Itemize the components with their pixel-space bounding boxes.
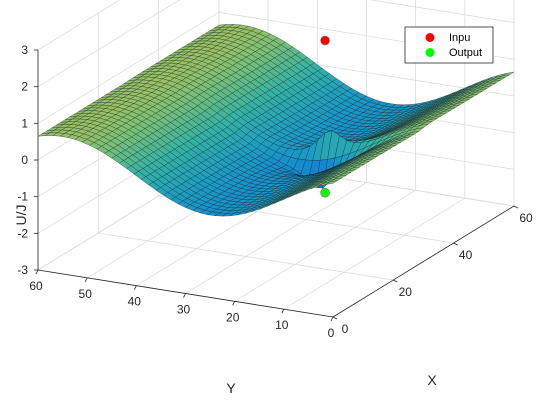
x-tick-label: 60 (519, 211, 533, 225)
y-tick-label: 10 (275, 318, 289, 332)
axes (33, 49, 519, 322)
x-tick-mark (453, 242, 458, 246)
surface (37, 24, 515, 217)
grid-line (37, 0, 121, 51)
y-tick-label: 0 (328, 326, 335, 340)
z-tick-label: 2 (21, 80, 28, 94)
legend-box (404, 26, 494, 64)
x-tick-label: 0 (342, 322, 349, 336)
z-tick-label: -1 (17, 190, 28, 204)
x-tick-label: 20 (399, 285, 413, 299)
grid-line (234, 189, 416, 302)
legend-label-output: Output (449, 47, 482, 59)
data-points (320, 35, 330, 198)
y-tick-mark (330, 316, 334, 322)
y-tick-mark (133, 285, 137, 290)
x-tick-label: 40 (459, 248, 473, 262)
x-tick-mark (393, 279, 398, 283)
x-tick-mark (332, 316, 338, 320)
grid-line (185, 182, 367, 294)
grid-line (37, 11, 220, 124)
y-tick-mark (84, 277, 88, 283)
z-tick-label: 3 (21, 43, 28, 57)
y-tick-label: 60 (29, 279, 43, 293)
x-axis-line (332, 205, 515, 318)
legend: Inpu Output (404, 26, 494, 64)
grid-line (369, 0, 515, 23)
z-tick-label: 1 (21, 116, 28, 130)
data-point-output (320, 187, 330, 198)
y-tick-mark (232, 301, 236, 306)
y-tick-mark (35, 269, 39, 275)
y-axis-line (37, 269, 334, 318)
legend-label-input: Inpu (449, 32, 470, 44)
legend-marker-input (425, 33, 435, 42)
y-tick-mark (183, 293, 186, 298)
z-tick-label: -2 (17, 226, 28, 240)
surface-patch (325, 180, 338, 185)
z-tick-label: -3 (17, 263, 28, 277)
data-point-input (320, 35, 330, 46)
y-tick-label: 20 (226, 310, 240, 324)
x-axis-title: X (427, 372, 437, 388)
z-axis-title: U/J (13, 205, 29, 226)
grid-line (283, 197, 466, 310)
y-tick-mark (281, 308, 285, 314)
y-tick-label: 40 (128, 295, 142, 309)
y-axis-title: Y (226, 380, 236, 396)
z-tick-label: 0 (21, 153, 28, 167)
x-tick-mark (513, 205, 519, 209)
y-tick-label: 50 (79, 287, 93, 301)
legend-marker-output (425, 48, 435, 57)
y-tick-label: 30 (177, 303, 191, 317)
grid-line (37, 0, 181, 88)
